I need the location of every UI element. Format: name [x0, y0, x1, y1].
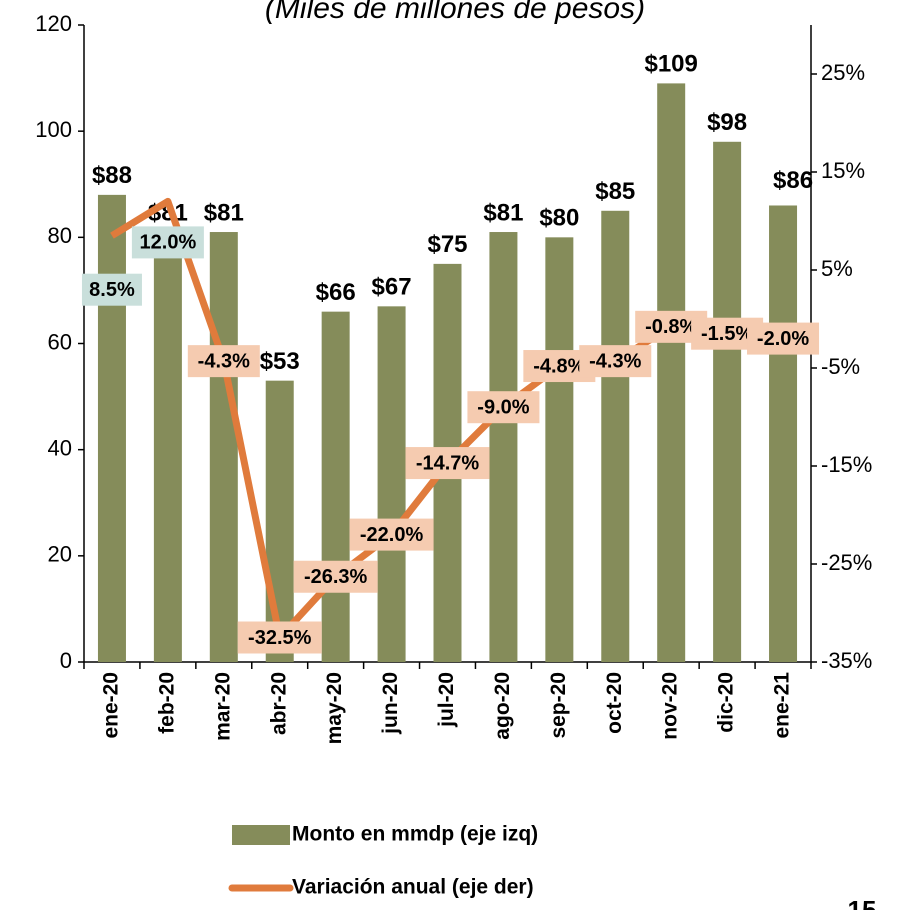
x-tick-label: oct-20: [603, 672, 626, 734]
y2-tick-label: -15%: [821, 452, 872, 477]
line-value-text: -14.7%: [416, 452, 480, 474]
bar-value-label: $81: [204, 199, 244, 226]
x-tick-label: jul-20: [435, 672, 458, 728]
line-value-text: -1.5%: [701, 323, 753, 345]
bar: [657, 83, 686, 663]
line-value-text: -4.3%: [198, 350, 250, 372]
bar: [545, 237, 574, 663]
x-tick-label: mar-20: [211, 672, 234, 741]
line-value-text: 12.0%: [140, 232, 197, 254]
label-box: [81, 273, 142, 306]
bar-value-label: $109: [644, 51, 697, 78]
x-tick-label: ene-20: [100, 672, 123, 739]
line-value-label: 8.5%: [81, 273, 142, 306]
bar-value-label: $85: [595, 178, 635, 205]
y2-tick-label: -25%: [821, 550, 872, 575]
y-tick-label: 0: [60, 648, 72, 673]
y2-tick-label: -35%: [821, 648, 872, 673]
line-value-text: -4.8%: [533, 355, 585, 377]
line-value-label: -32.5%: [237, 621, 322, 654]
bar: [377, 306, 406, 662]
x-tick-label: abr-20: [267, 672, 290, 735]
bar-value-label: $53: [260, 348, 300, 375]
x-tick-label: ago-20: [491, 672, 514, 740]
bar-value-label: $66: [316, 279, 356, 306]
line-value-label: -4.3%: [579, 345, 652, 378]
bar-value-label: $80: [539, 205, 579, 232]
y-tick-label: 120: [35, 11, 72, 36]
line-value-label: -2.0%: [747, 322, 820, 355]
line-value-text: -4.3%: [589, 350, 641, 372]
x-tick-label: sep-20: [547, 672, 570, 739]
line-value-label: -22.0%: [349, 518, 434, 551]
line-value-label: -9.0%: [467, 391, 540, 424]
y-tick-label: 40: [48, 435, 72, 460]
bar-value-label: $86: [773, 167, 813, 194]
chart-subtitle: (Miles de millones de pesos): [265, 0, 645, 25]
line-value-text: -0.8%: [645, 316, 697, 338]
y2-tick-label: -5%: [821, 354, 860, 379]
bar-value-label: $75: [427, 231, 467, 258]
x-tick-label: nov-20: [659, 672, 682, 740]
bar: [601, 210, 630, 662]
line-value-text: -26.3%: [304, 566, 368, 588]
line-value-text: -22.0%: [360, 524, 424, 546]
label-box: [187, 345, 260, 378]
bar: [97, 194, 126, 662]
label-box: [579, 345, 652, 378]
y-tick-label: 100: [35, 117, 72, 142]
bar-value-label: $98: [707, 109, 747, 136]
label-box: [237, 621, 322, 654]
y2-tick-label: 5%: [821, 256, 853, 281]
x-tick-label: dic-20: [715, 672, 738, 733]
bar: [265, 380, 294, 662]
line-value-label: -4.3%: [187, 345, 260, 378]
x-tick-label: ene-21: [771, 672, 794, 739]
label-box: [293, 560, 378, 593]
bar: [321, 311, 350, 662]
label-box: [349, 518, 434, 551]
y-tick-label: 80: [48, 223, 72, 248]
line-value-label: 12.0%: [131, 226, 204, 259]
bar-value-label: $67: [372, 274, 412, 301]
label-box: [467, 391, 540, 424]
line-value-text: 8.5%: [89, 279, 135, 301]
x-tick-label: feb-20: [155, 672, 178, 734]
bar: [489, 232, 518, 662]
line-value-label: -14.7%: [405, 447, 490, 480]
bar-value-label: $81: [483, 199, 523, 226]
line-value-text: -32.5%: [248, 627, 312, 649]
y-tick-label: 60: [48, 329, 72, 354]
legend-label: Variación anual (eje der): [292, 876, 534, 899]
line-value-text: -9.0%: [477, 396, 529, 418]
label-box: [405, 447, 490, 480]
page-number: 15: [848, 895, 877, 910]
bar: [209, 232, 238, 662]
label-box: [747, 322, 820, 355]
y2-tick-label: 15%: [821, 158, 865, 183]
bar: [153, 232, 182, 662]
x-tick-label: jun-20: [379, 672, 402, 735]
x-tick-label: may-20: [323, 672, 346, 744]
bar-value-label: $88: [92, 162, 132, 189]
legend-label: Monto en mmdp (eje izq): [292, 823, 538, 846]
legend-swatch: [232, 825, 290, 845]
label-box: [131, 226, 204, 259]
line-value-text: -2.0%: [757, 328, 809, 350]
line-value-label: -26.3%: [293, 560, 378, 593]
bar: [713, 141, 742, 663]
bar: [769, 205, 798, 662]
y2-tick-label: 25%: [821, 60, 865, 85]
y-tick-label: 20: [48, 542, 72, 567]
